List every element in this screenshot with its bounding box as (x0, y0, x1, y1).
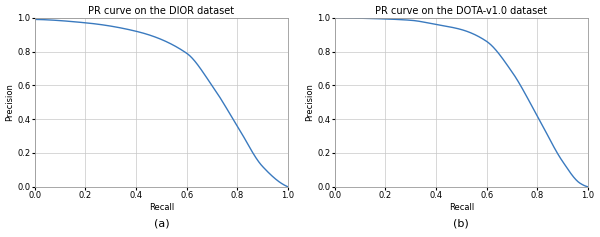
Title: PR curve on the DOTA-v1.0 dataset: PR curve on the DOTA-v1.0 dataset (375, 5, 547, 16)
Y-axis label: Precision: Precision (5, 83, 14, 121)
X-axis label: Recall: Recall (149, 203, 174, 212)
X-axis label: Recall: Recall (449, 203, 474, 212)
Title: PR curve on the DIOR dataset: PR curve on the DIOR dataset (88, 5, 235, 16)
Y-axis label: Precision: Precision (305, 83, 314, 121)
Text: (b): (b) (454, 219, 469, 229)
Text: (a): (a) (154, 219, 169, 229)
